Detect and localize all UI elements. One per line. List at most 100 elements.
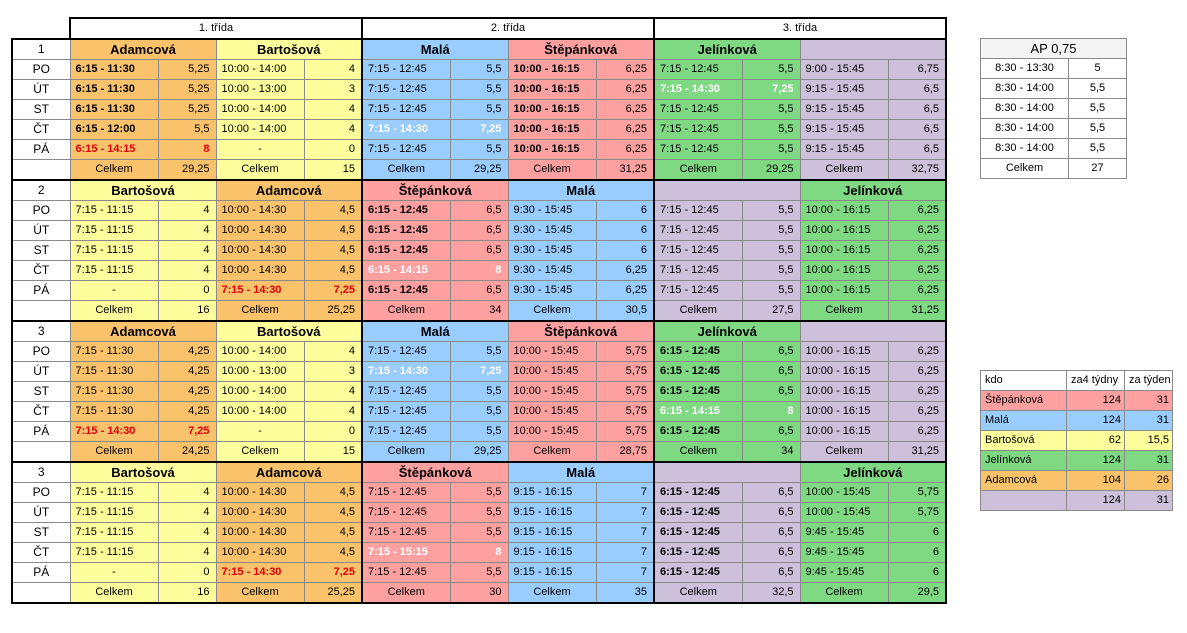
day-label: ÚT <box>11 502 71 523</box>
shift-time: 10:00 - 16:15 <box>799 381 889 402</box>
shift-hours: 6,5 <box>741 562 801 583</box>
shift-time: 7:15 - 14:30 <box>215 562 305 583</box>
ap-time: 8:30 - 14:00 <box>980 118 1069 139</box>
week-name-row: 3 Adamcová Bartošová Malá Štěpánková Jelínkov… <box>11 320 947 342</box>
shift-time: 6:15 - 12:00 <box>69 119 159 140</box>
shift-hours: 5,25 <box>157 79 217 100</box>
shift-hours: 4,5 <box>303 200 363 221</box>
shift-time: 9:45 - 15:45 <box>799 542 889 563</box>
shift-hours: 4,5 <box>303 542 363 563</box>
shift-time: - <box>215 139 305 160</box>
shift-time: 6:15 - 11:30 <box>69 79 159 100</box>
shift-time: 7:15 - 14:30 <box>361 361 451 382</box>
shift-hours: 6 <box>595 240 655 261</box>
total-hours: 24,25 <box>157 441 217 463</box>
teacher-name: Bartošová <box>215 320 363 342</box>
shift-hours: 0 <box>157 562 217 583</box>
shift-hours: 5,5 <box>157 119 217 140</box>
day-row: ÚT 7:15 - 11:15 4 10:00 - 14:30 4,5 7:15 - 12… <box>11 502 947 523</box>
total-label: Celkem <box>653 159 743 181</box>
shift-hours: 5,5 <box>741 240 801 261</box>
ap-row: 8:30 - 13:30 5 <box>980 58 1127 79</box>
total-label: Celkem <box>69 441 159 463</box>
shift-hours: 4 <box>303 99 363 120</box>
shift-hours: 6 <box>595 220 655 241</box>
shift-hours: 6,25 <box>887 421 947 442</box>
total-hours: 15 <box>303 441 363 463</box>
shift-time: 6:15 - 12:45 <box>653 522 743 543</box>
class-3-header: 3. třída <box>653 17 947 40</box>
shift-time: 7:15 - 11:15 <box>69 502 159 523</box>
shift-time: 6:15 - 12:45 <box>653 341 743 362</box>
total-row-label <box>11 300 71 322</box>
shift-hours: 7,25 <box>449 119 509 140</box>
shift-hours: 4,5 <box>303 502 363 523</box>
shift-hours: 6 <box>595 200 655 221</box>
ap-total-label: Celkem <box>980 158 1069 179</box>
total-hours: 32,75 <box>887 159 947 181</box>
total-label: Celkem <box>69 300 159 322</box>
total-label: Celkem <box>69 582 159 604</box>
shift-time: 10:00 - 16:15 <box>799 240 889 261</box>
total-label: Celkem <box>653 441 743 463</box>
total-hours: 34 <box>741 441 801 463</box>
shift-time: 10:00 - 14:30 <box>215 240 305 261</box>
total-row-label <box>11 159 71 181</box>
shift-time: 10:00 - 15:45 <box>507 361 597 382</box>
summary-week: 26 <box>1124 470 1173 491</box>
shift-hours: 8 <box>741 401 801 422</box>
shift-time: 7:15 - 12:45 <box>361 59 451 80</box>
shift-time: 10:00 - 16:15 <box>507 139 597 160</box>
shift-time: 6:15 - 12:45 <box>361 200 451 221</box>
teacher-name: Štěpánková <box>507 38 655 60</box>
summary-body: kdo za4 týdny za týden Štěpánková 124 31 Ma… <box>980 370 1173 511</box>
summary-row: Jelínková 124 31 <box>980 450 1173 471</box>
day-row: PÁ -0 7:15 - 14:30 7,25 6:15 - 12:45 6,5 9:30 … <box>11 280 947 301</box>
total-hours: 27,5 <box>741 300 801 322</box>
total-label: Celkem <box>361 582 451 604</box>
total-hours: 31,25 <box>887 300 947 322</box>
shift-time: 7:15 - 12:45 <box>361 502 451 523</box>
shift-hours: 4 <box>157 502 217 523</box>
shift-hours: 4,25 <box>157 401 217 422</box>
day-row: PÁ 7:15 - 14:30 7,25-0 7:15 - 12:45 5,5 10:00… <box>11 421 947 442</box>
teacher-name: Bartošová <box>69 461 217 483</box>
shift-time: 6:15 - 12:45 <box>361 240 451 261</box>
shift-hours: 5,75 <box>887 502 947 523</box>
teacher-name: Malá <box>507 461 655 483</box>
shift-hours: 5,5 <box>449 381 509 402</box>
day-row: PÁ 6:15 - 14:15 8-0 7:15 - 12:45 5,5 10:00 - … <box>11 139 947 160</box>
shift-hours: 6,25 <box>887 280 947 301</box>
summary-header-row: kdo za4 týdny za týden <box>980 370 1173 391</box>
shift-time: 10:00 - 14:30 <box>215 260 305 281</box>
shift-time: 10:00 - 16:15 <box>799 280 889 301</box>
shift-time: 9:15 - 15:45 <box>799 119 889 140</box>
teacher-name: Jelínková <box>653 320 801 342</box>
total-hours: 16 <box>157 300 217 322</box>
day-row: ČT 7:15 - 11:30 4,25 10:00 - 14:00 4 7:15 - 1… <box>11 401 947 422</box>
total-label: Celkem <box>799 582 889 604</box>
shift-time: 6:15 - 14:15 <box>69 139 159 160</box>
total-label: Celkem <box>799 159 889 181</box>
shift-time: 6:15 - 12:45 <box>361 280 451 301</box>
shift-time: 10:00 - 16:15 <box>799 341 889 362</box>
shift-hours: 4,25 <box>157 381 217 402</box>
shift-hours: 4,5 <box>303 220 363 241</box>
shift-hours: 5,5 <box>449 401 509 422</box>
corner-cell <box>12 18 70 39</box>
summary-row: 124 31 <box>980 490 1173 511</box>
shift-hours: 5,5 <box>741 260 801 281</box>
day-row: ST 7:15 - 11:15 4 10:00 - 14:30 4,5 7:15 - 12… <box>11 522 947 543</box>
week-name-row: 3 Bartošová Adamcová Štěpánková Malá Jelínkov… <box>11 461 947 483</box>
class-1-header: 1. třída <box>69 17 363 40</box>
total-hours: 29,25 <box>741 159 801 181</box>
total-label: Celkem <box>361 300 451 322</box>
shift-time: 10:00 - 16:15 <box>507 59 597 80</box>
shift-time: 6:15 - 14:15 <box>361 260 451 281</box>
total-label: Celkem <box>215 582 305 604</box>
shift-hours: 3 <box>303 361 363 382</box>
day-label: PO <box>11 482 71 503</box>
shift-hours: 4 <box>303 59 363 80</box>
day-label: ST <box>11 381 71 402</box>
shift-time: - <box>69 280 159 301</box>
